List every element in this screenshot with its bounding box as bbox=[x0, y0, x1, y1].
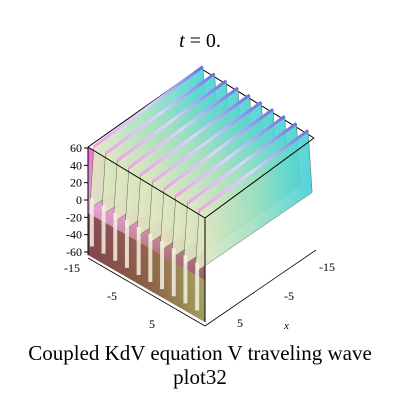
x-axis-line bbox=[204, 249, 317, 327]
z-tick-label: 60 bbox=[70, 141, 82, 155]
y-axis-line bbox=[87, 257, 206, 327]
z-axis: 60 40 20 0 -20 -40 -60 bbox=[66, 141, 88, 259]
surface-wave-crest bbox=[104, 72, 216, 155]
surface-wave-crest bbox=[174, 115, 286, 198]
x-tick-label: -15 bbox=[319, 260, 335, 274]
z-tick-label: 0 bbox=[76, 193, 82, 207]
y-tick-label: -5 bbox=[107, 289, 117, 303]
surface-wave-crest bbox=[128, 86, 239, 170]
z-tick-label: -60 bbox=[66, 245, 82, 259]
x-tick-label: 5 bbox=[237, 316, 243, 330]
x-axis-label: x bbox=[283, 320, 289, 332]
surface-wave-crest bbox=[186, 122, 298, 205]
surface-wave-crest bbox=[163, 107, 274, 191]
plot-title: t = 0. bbox=[0, 30, 400, 53]
x-tick-label: -5 bbox=[284, 289, 294, 303]
z-tick-label: -40 bbox=[66, 228, 82, 242]
z-tick-label: -20 bbox=[66, 210, 82, 224]
surface-wave-crest bbox=[151, 100, 263, 184]
x-axis: -15 -5 5 bbox=[204, 249, 335, 330]
surface-wave-crest bbox=[139, 93, 251, 177]
surface-wave-crest bbox=[116, 79, 228, 162]
caption-line-1: Coupled KdV equation V traveling wave bbox=[28, 341, 372, 365]
y-tick-label: 5 bbox=[149, 317, 155, 331]
plot-title-var: t bbox=[179, 30, 185, 52]
z-tick-label: 40 bbox=[70, 158, 82, 172]
surface-wave-crest bbox=[198, 129, 310, 212]
y-tick-label: -15 bbox=[64, 261, 80, 275]
y-axis: -15 -5 5 bbox=[64, 257, 206, 331]
plot-title-value: = 0. bbox=[189, 30, 221, 52]
caption: Coupled KdV equation V traveling wave pl… bbox=[0, 341, 400, 389]
caption-line-2: plot32 bbox=[173, 365, 227, 389]
surface-body bbox=[88, 65, 313, 322]
surface-wave-crest bbox=[92, 65, 204, 148]
z-tick-label: 20 bbox=[70, 176, 82, 190]
